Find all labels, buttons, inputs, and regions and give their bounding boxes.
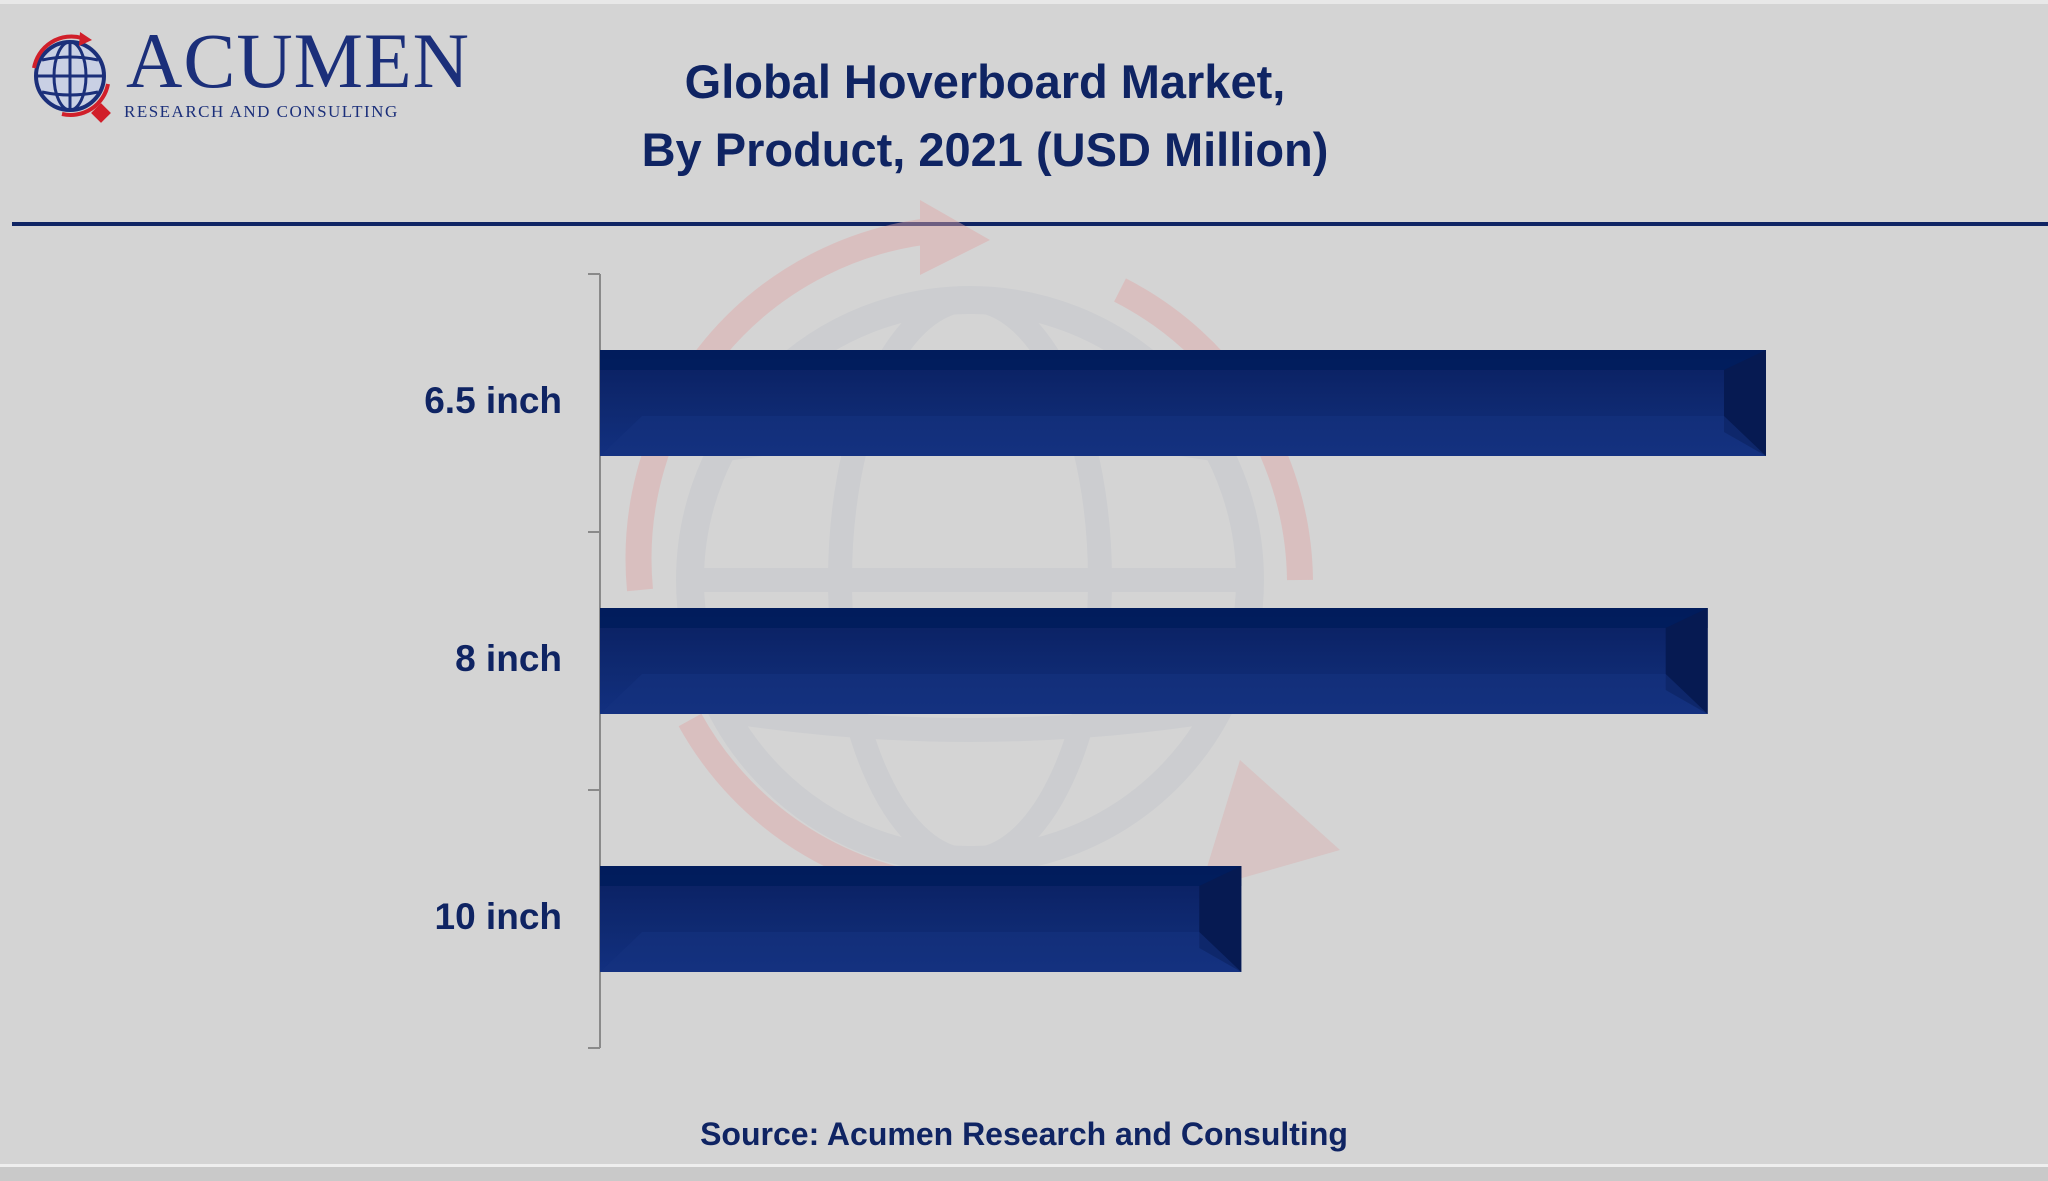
category-label: 10 inch [435, 896, 563, 937]
bottom-border [0, 1164, 2048, 1181]
chart-title-line-1: Global Hoverboard Market, [684, 55, 1286, 108]
bar-10-inch [600, 866, 1242, 972]
logo-tagline: RESEARCH AND CONSULTING [124, 102, 399, 121]
logo-wordmark: ACUMEN [126, 17, 471, 104]
chart-title-line-2: By Product, 2021 (USD Million) [641, 123, 1329, 176]
bar-bottom-bevel [600, 932, 1242, 972]
header-divider [12, 222, 2048, 226]
bar-bottom-bevel [600, 416, 1766, 456]
bar-top-bevel [600, 350, 1766, 370]
category-label: 8 inch [455, 638, 562, 679]
chart-title: Global Hoverboard Market, By Product, 20… [485, 48, 1485, 184]
bar-top-bevel [600, 608, 1708, 628]
bar-bottom-bevel [600, 674, 1708, 714]
globe-arrows-logo-icon [32, 32, 111, 123]
category-label: 6.5 inch [424, 380, 562, 421]
bar-8-inch [600, 608, 1708, 714]
acumen-logo: ACUMEN RESEARCH AND CONSULTING [22, 22, 469, 128]
top-border [0, 0, 2048, 4]
bar-6-5-inch [600, 350, 1766, 456]
bar-top-bevel [600, 866, 1242, 886]
source-note: Source: Acumen Research and Consulting [700, 1116, 1348, 1152]
